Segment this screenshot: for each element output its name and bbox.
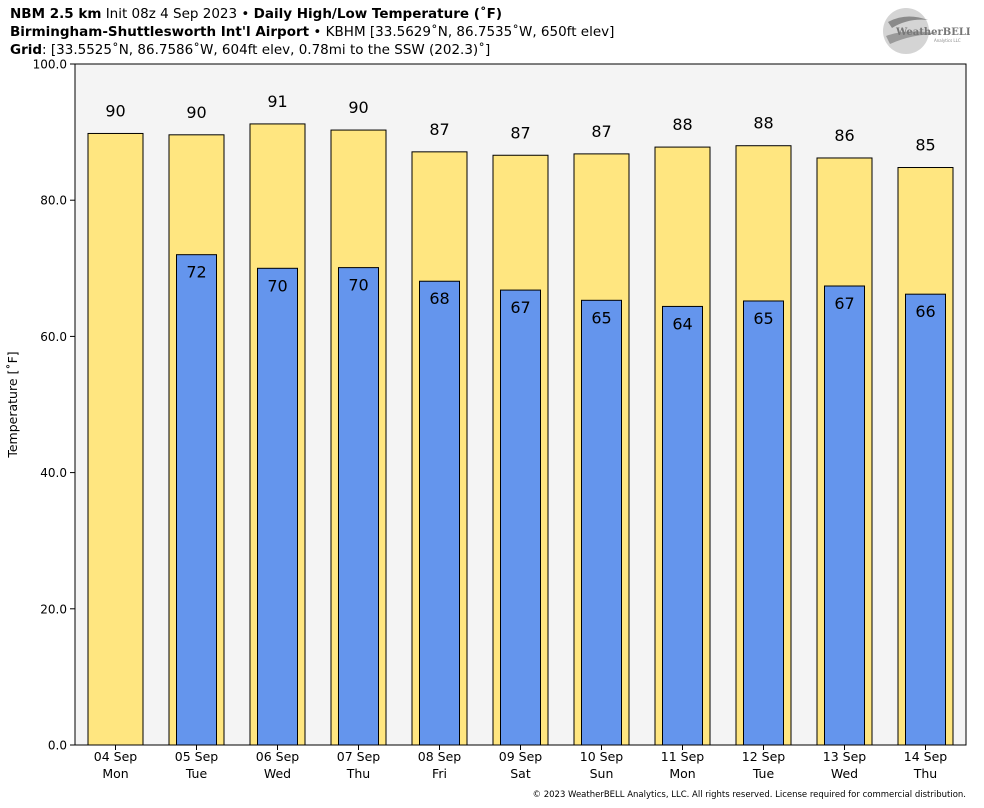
low-bar bbox=[662, 305, 703, 746]
grid-label: Grid bbox=[10, 42, 43, 58]
low-bar bbox=[176, 254, 217, 746]
product-name: Daily High/Low Temperature (˚F) bbox=[253, 6, 503, 22]
x-tick-day: Tue bbox=[185, 766, 208, 781]
x-tick-day: Sat bbox=[510, 766, 531, 781]
high-bar bbox=[87, 132, 144, 746]
low-value-label: 64 bbox=[672, 314, 692, 333]
x-tick-day: Thu bbox=[346, 766, 370, 781]
copyright-notice: © 2023 WeatherBELL Analytics, LLC. All r… bbox=[532, 790, 966, 800]
chart-title-line-1: NBM 2.5 km Init 08z 4 Sep 2023 • Daily H… bbox=[10, 5, 502, 23]
low-bar bbox=[257, 267, 298, 746]
chart-title-line-3: Grid: [33.5525˚N, 86.7586˚W, 604ft elev,… bbox=[10, 41, 490, 59]
x-tick-day: Wed bbox=[264, 766, 291, 781]
model-name: NBM 2.5 km bbox=[10, 6, 102, 22]
low-bar bbox=[581, 299, 622, 746]
x-tick-day: Wed bbox=[831, 766, 858, 781]
x-tick-date: 11 Sep bbox=[661, 749, 705, 764]
x-tick-day: Mon bbox=[102, 766, 128, 781]
y-tick-label: 20.0 bbox=[40, 602, 67, 616]
low-value-label: 70 bbox=[348, 276, 368, 295]
low-value-label: 65 bbox=[753, 309, 773, 328]
low-bar bbox=[338, 267, 379, 746]
low-value-label: 65 bbox=[591, 308, 611, 327]
low-bar bbox=[419, 280, 460, 746]
x-tick-day: Thu bbox=[913, 766, 937, 781]
y-tick-label: 40.0 bbox=[40, 466, 67, 480]
low-value-label: 67 bbox=[510, 298, 530, 317]
weatherbell-logo: WeatherBELL Analytics LLC bbox=[883, 8, 970, 54]
x-tick-date: 13 Sep bbox=[823, 749, 867, 764]
high-value-label: 85 bbox=[915, 136, 935, 155]
low-value-label: 68 bbox=[429, 289, 449, 308]
y-tick-label: 80.0 bbox=[40, 194, 67, 208]
high-value-label: 90 bbox=[348, 98, 368, 117]
init-time: Init 08z 4 Sep 2023 bbox=[105, 6, 238, 22]
y-axis: 0.0 20.0 40.0 60.0 80.0 100.0 bbox=[33, 58, 75, 753]
x-axis: 04 Sep Mon 05 Sep Tue 06 Sep Wed 07 Sep Thu 08 S… bbox=[94, 745, 948, 781]
x-tick-date: 08 Sep bbox=[418, 749, 462, 764]
high-value-label: 91 bbox=[267, 92, 287, 111]
x-tick-date: 12 Sep bbox=[742, 749, 786, 764]
high-value-label: 90 bbox=[105, 101, 125, 120]
low-value-label: 70 bbox=[267, 276, 287, 295]
low-bar bbox=[905, 293, 946, 746]
x-tick-date: 14 Sep bbox=[904, 749, 948, 764]
chart-title-line-2: Birmingham-Shuttlesworth Int'l Airport •… bbox=[10, 23, 614, 41]
x-tick-date: 07 Sep bbox=[337, 749, 381, 764]
low-value-label: 72 bbox=[186, 263, 206, 282]
high-value-label: 87 bbox=[510, 123, 530, 142]
high-value-label: 90 bbox=[186, 103, 206, 122]
x-tick-date: 10 Sep bbox=[580, 749, 624, 764]
low-bar bbox=[743, 300, 784, 746]
x-tick-date: 06 Sep bbox=[256, 749, 300, 764]
low-bar bbox=[824, 285, 865, 746]
high-value-label: 88 bbox=[672, 115, 692, 134]
low-value-label: 67 bbox=[834, 294, 854, 313]
x-tick-date: 09 Sep bbox=[499, 749, 543, 764]
high-value-label: 88 bbox=[753, 114, 773, 133]
x-tick-day: Sun bbox=[590, 766, 614, 781]
svg-text:Analytics LLC: Analytics LLC bbox=[934, 38, 961, 43]
x-tick-day: Mon bbox=[669, 766, 695, 781]
title-separator: • bbox=[241, 6, 250, 22]
x-tick-date: 05 Sep bbox=[175, 749, 219, 764]
high-value-label: 86 bbox=[834, 126, 854, 145]
high-value-label: 87 bbox=[429, 120, 449, 139]
y-axis-label: Temperature [˚F] bbox=[5, 351, 20, 458]
x-tick-day: Fri bbox=[432, 766, 447, 781]
x-tick-date: 04 Sep bbox=[94, 749, 138, 764]
station-name: Birmingham-Shuttlesworth Int'l Airport bbox=[10, 24, 310, 40]
low-value-label: 66 bbox=[915, 302, 935, 321]
high-value-label: 87 bbox=[591, 122, 611, 141]
svg-text:WeatherBELL: WeatherBELL bbox=[895, 27, 970, 38]
x-tick-day: Tue bbox=[752, 766, 775, 781]
y-tick-label: 60.0 bbox=[40, 330, 67, 344]
y-tick-label: 0.0 bbox=[48, 739, 67, 753]
low-bar bbox=[500, 289, 541, 746]
station-details: KBHM [33.5629˚N, 86.7535˚W, 650ft elev] bbox=[325, 24, 615, 40]
station-separator: • bbox=[313, 24, 322, 40]
y-tick-label: 100.0 bbox=[33, 58, 67, 72]
grid-details: : [33.5525˚N, 86.7586˚W, 604ft elev, 0.7… bbox=[42, 42, 491, 58]
